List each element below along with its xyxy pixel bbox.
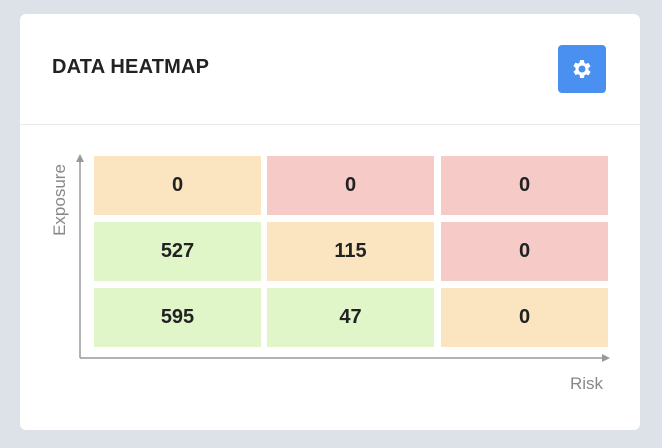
heatmap-cell: 0 (441, 222, 608, 281)
heatmap-cell: 0 (267, 156, 434, 215)
y-axis-label: Exposure (50, 164, 69, 236)
heatmap-cell: 115 (267, 222, 434, 281)
card-title: DATA HEATMAP (52, 56, 210, 78)
heatmap-card: DATA HEATMAP Exposure Risk 0 0 0 527 115 0 595… (20, 14, 640, 430)
x-arrow (602, 354, 610, 362)
heatmap-cell: 527 (94, 222, 261, 281)
y-arrow (76, 154, 84, 162)
settings-button[interactable] (558, 45, 606, 93)
heatmap-cell: 595 (94, 288, 261, 347)
heatmap-cell: 0 (94, 156, 261, 215)
heatmap-cell: 0 (441, 156, 608, 215)
gear-icon (573, 60, 591, 78)
heatmap-cell: 0 (441, 288, 608, 347)
axes (76, 154, 610, 362)
x-axis-label: Risk (570, 374, 604, 393)
divider (20, 124, 640, 125)
heatmap-cell: 47 (267, 288, 434, 347)
